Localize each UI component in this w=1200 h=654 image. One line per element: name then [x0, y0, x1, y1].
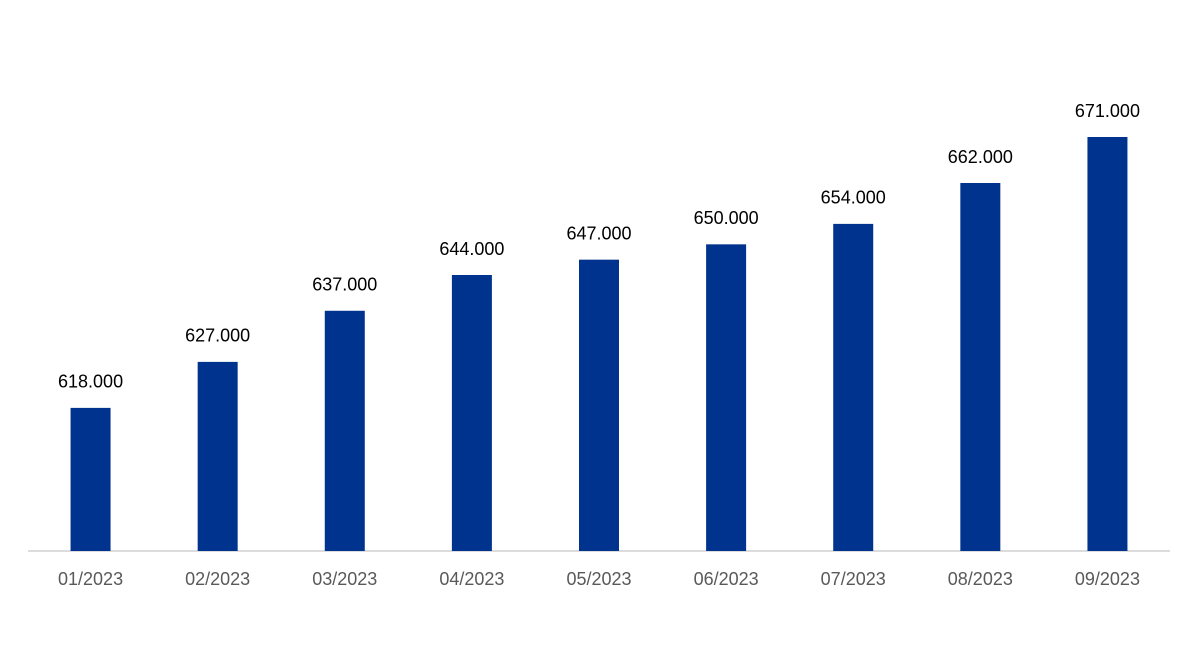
bar: [197, 361, 238, 551]
x-tick-label: 03/2023: [312, 569, 377, 589]
x-tick-label: 02/2023: [185, 569, 250, 589]
data-label: 637.000: [312, 275, 377, 295]
data-label: 671.000: [1075, 101, 1140, 121]
bar: [706, 244, 747, 552]
bar: [960, 183, 1001, 551]
x-tick-label: 07/2023: [821, 569, 886, 589]
data-label: 627.000: [185, 326, 250, 346]
bar: [1087, 137, 1128, 551]
x-tick-label: 05/2023: [566, 569, 631, 589]
x-tick-label: 01/2023: [58, 569, 123, 589]
bar: [70, 407, 111, 551]
data-label: 647.000: [566, 223, 631, 243]
bar: [579, 259, 619, 551]
data-label: 650.000: [694, 208, 759, 228]
data-label: 644.000: [439, 239, 504, 259]
bar: [833, 223, 874, 551]
x-tick-label: 09/2023: [1075, 569, 1140, 589]
bar: [451, 275, 492, 551]
data-label: 618.000: [58, 372, 123, 392]
data-label: 654.000: [821, 188, 886, 208]
data-label: 662.000: [948, 147, 1013, 167]
x-tick-label: 08/2023: [948, 569, 1013, 589]
bar: [324, 310, 365, 551]
x-tick-label: 06/2023: [694, 569, 759, 589]
x-tick-label: 04/2023: [439, 569, 504, 589]
